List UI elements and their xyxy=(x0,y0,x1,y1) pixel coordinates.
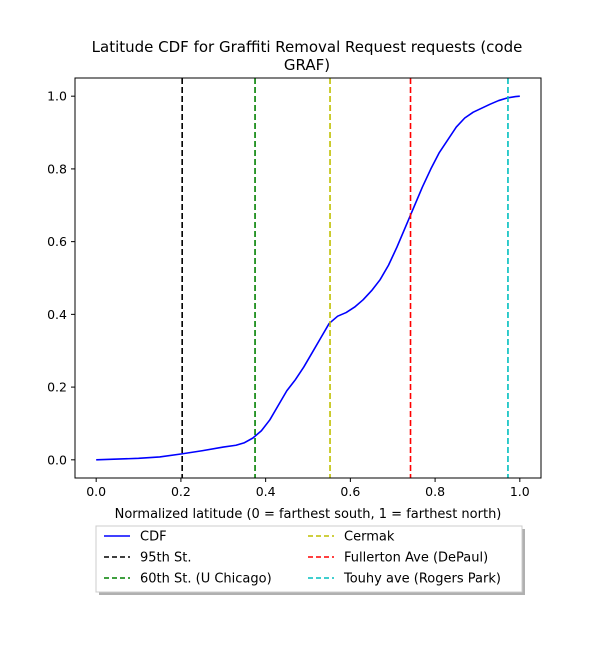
x-axis-label: Normalized latitude (0 = farthest south,… xyxy=(115,507,502,522)
x-tick-label: 0.8 xyxy=(425,484,445,499)
x-axis-ticks: 0.0 0.2 0.4 0.6 0.8 1.0 xyxy=(86,478,530,499)
plot-lines xyxy=(96,78,520,478)
x-tick-label: 0.2 xyxy=(171,484,191,499)
x-tick-label: 1.0 xyxy=(510,484,530,499)
legend-label-cdf: CDF xyxy=(140,530,167,545)
x-tick-label: 0.0 xyxy=(86,484,106,499)
x-tick-label: 0.6 xyxy=(340,484,360,499)
legend-label-touhy-ave-rogers-park: Touhy ave (Rogers Park) xyxy=(343,572,501,587)
plot-frame xyxy=(74,77,542,479)
legend-label-95th-st: 95th St. xyxy=(140,551,192,566)
y-tick-label: 0.8 xyxy=(47,161,67,176)
y-tick-label: 0.4 xyxy=(47,307,67,322)
legend-items: CDF 95th St. 60th St. (U Chicago) Cermak Ful… xyxy=(104,530,501,587)
chart-title-line-1: Latitude CDF for Graffiti Removal Reques… xyxy=(92,38,523,56)
y-tick-label: 0.2 xyxy=(47,380,67,395)
legend-label-60th-st-u-chicago: 60th St. (U Chicago) xyxy=(140,572,272,587)
legend-box xyxy=(95,525,523,593)
legend-label-fullerton-ave-depaul: Fullerton Ave (DePaul) xyxy=(344,551,488,566)
legend: CDF 95th St. 60th St. (U Chicago) Cermak Ful… xyxy=(95,525,525,595)
y-tick-label: 0.0 xyxy=(47,452,67,467)
chart-title-line-2: GRAF) xyxy=(284,56,330,74)
x-tick-label: 0.4 xyxy=(256,484,276,499)
y-axis-ticks: 0.0 0.2 0.4 0.6 0.8 1.0 xyxy=(47,89,75,467)
y-tick-label: 0.6 xyxy=(47,234,67,249)
y-tick-label: 1.0 xyxy=(47,89,67,104)
legend-label-cermak: Cermak xyxy=(344,530,395,545)
cdf-line xyxy=(96,95,520,461)
